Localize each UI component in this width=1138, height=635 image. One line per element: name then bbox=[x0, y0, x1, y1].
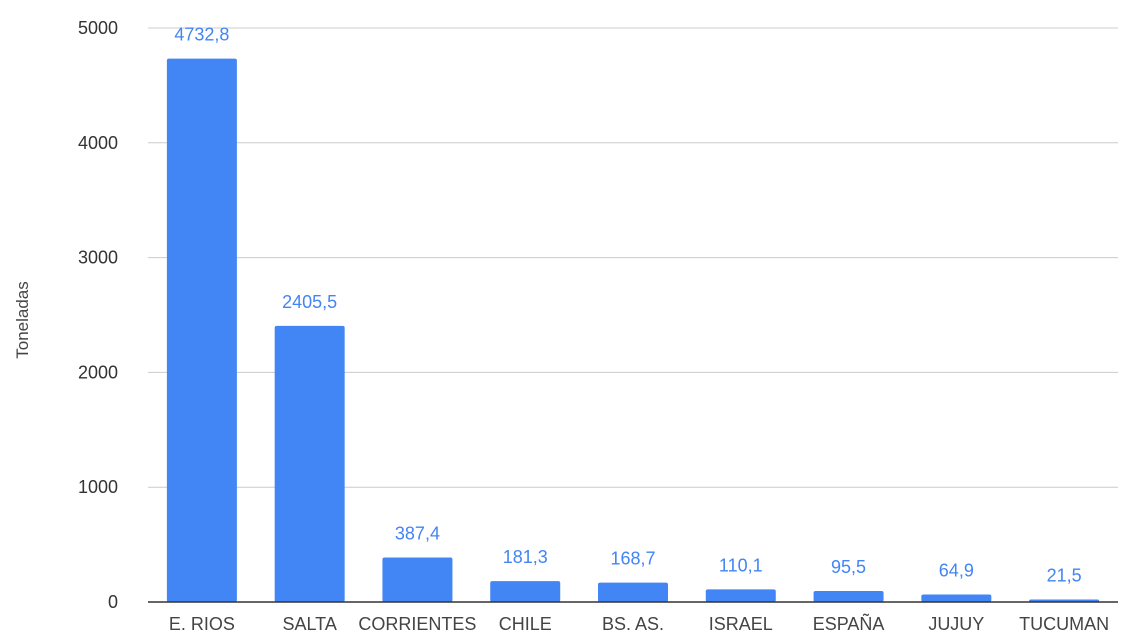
category-label-0: E. RIOS bbox=[169, 614, 235, 634]
value-label-7: 64,9 bbox=[939, 561, 974, 581]
y-tick-label: 3000 bbox=[78, 248, 118, 268]
value-label-5: 110,1 bbox=[719, 555, 763, 575]
category-label-5: ISRAEL bbox=[709, 614, 773, 634]
value-label-2: 387,4 bbox=[395, 524, 440, 544]
x-axis-categories: E. RIOS SALTA CORRIENTES CHILE BS. AS. ISRAEL… bbox=[169, 613, 1109, 634]
value-labels: 4732,8 2405,5 387,4 181,3 168,7 110,1 95,5 64,9… bbox=[174, 25, 1081, 586]
bar-0 bbox=[166, 58, 237, 602]
y-tick-label: 5000 bbox=[78, 18, 118, 38]
value-label-0: 4732,8 bbox=[174, 25, 229, 45]
category-label-1: SALTA bbox=[282, 614, 336, 634]
y-axis-label: Toneladas bbox=[13, 281, 32, 359]
y-tick-label: 1000 bbox=[78, 477, 118, 497]
category-label-2: CORRIENTES bbox=[358, 614, 476, 634]
bars bbox=[166, 58, 1100, 602]
bar-5 bbox=[705, 589, 776, 602]
y-tick-label: 4000 bbox=[78, 133, 118, 153]
category-label-8: TUCUMAN bbox=[1019, 614, 1109, 634]
category-label-7: JUJUY bbox=[928, 614, 984, 634]
y-tick-label: 2000 bbox=[78, 362, 118, 382]
bar-6 bbox=[813, 591, 884, 602]
category-label-4: BS. AS. bbox=[602, 614, 664, 634]
y-axis-ticks: 0 1000 2000 3000 4000 5000 bbox=[78, 18, 118, 612]
y-tick-label: 0 bbox=[108, 592, 118, 612]
bar-7 bbox=[921, 594, 992, 602]
value-label-4: 168,7 bbox=[610, 549, 655, 569]
bar-2 bbox=[382, 557, 453, 602]
value-label-6: 95,5 bbox=[831, 557, 866, 577]
bar-3 bbox=[490, 581, 561, 602]
bar-1 bbox=[274, 325, 345, 602]
value-label-8: 21,5 bbox=[1047, 566, 1082, 586]
category-label-6: ESPAÑA bbox=[813, 613, 885, 634]
category-label-3: CHILE bbox=[499, 614, 552, 634]
value-label-3: 181,3 bbox=[503, 547, 548, 567]
bar-4 bbox=[598, 582, 668, 602]
value-label-1: 2405,5 bbox=[282, 292, 337, 312]
